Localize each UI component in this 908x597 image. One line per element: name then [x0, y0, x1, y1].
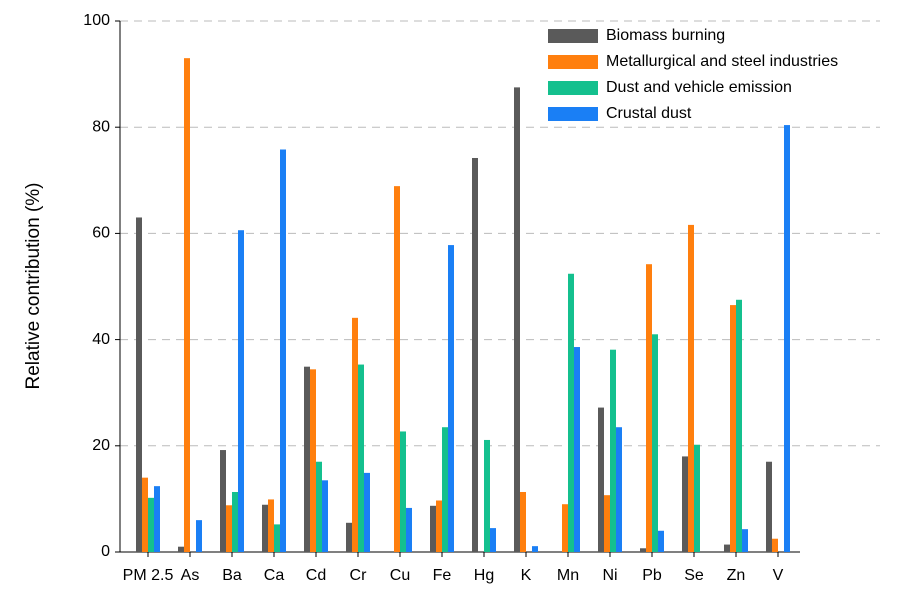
bar [394, 186, 400, 553]
legend-label: Crustal dust [606, 105, 692, 122]
bar [784, 125, 790, 553]
x-tick-label: Pb [642, 567, 662, 584]
bar [448, 245, 454, 552]
bar [532, 546, 538, 552]
bar [442, 427, 448, 552]
bar [604, 495, 610, 552]
bar [646, 264, 652, 552]
legend-label: Dust and vehicle emission [606, 79, 792, 96]
legend-label: Metallurgical and steel industries [606, 53, 838, 70]
bar [220, 450, 226, 552]
legend-label: Biomass burning [606, 27, 725, 44]
bar [472, 157, 478, 553]
bar [304, 366, 310, 552]
bar [730, 305, 736, 552]
bar [232, 491, 238, 552]
bar [640, 548, 646, 552]
x-tick-label: Ba [222, 567, 242, 584]
bar [322, 480, 328, 552]
bar [352, 317, 358, 552]
bar [598, 407, 604, 552]
bar [694, 444, 700, 552]
legend-swatch [548, 81, 598, 95]
y-tick-label: 20 [92, 437, 110, 454]
bar [268, 499, 274, 552]
x-tick-label: Mn [557, 567, 579, 584]
bar [490, 528, 496, 552]
bar [574, 347, 580, 552]
bar [238, 230, 244, 553]
x-tick-label: Cu [390, 567, 410, 584]
x-tick-label: PM 2.5 [123, 567, 174, 584]
x-tick-label: As [181, 567, 200, 584]
x-tick-label: Se [684, 567, 704, 584]
bar [178, 546, 184, 552]
bar [310, 369, 316, 552]
y-tick-label: 60 [92, 225, 110, 242]
legend-swatch [548, 107, 598, 121]
bar [652, 334, 658, 552]
bar [688, 224, 694, 553]
bar [184, 58, 190, 553]
x-tick-label: Fe [433, 567, 452, 584]
x-tick-label: Ni [602, 567, 617, 584]
bar [742, 529, 748, 552]
bar [406, 507, 412, 552]
bar [154, 486, 160, 552]
bar [766, 461, 772, 552]
bar [346, 522, 352, 552]
bar [430, 505, 436, 552]
bar [274, 524, 280, 552]
x-tick-label: Cr [350, 567, 368, 584]
y-tick-label: 100 [83, 12, 110, 29]
bar [520, 491, 526, 552]
x-tick-label: Ca [264, 567, 285, 584]
legend-swatch [548, 29, 598, 43]
bar [196, 520, 202, 552]
bar [436, 500, 442, 552]
bar [316, 461, 322, 552]
bar [148, 497, 154, 552]
bar [568, 273, 574, 552]
bar [610, 349, 616, 552]
bar [658, 530, 664, 552]
bar [484, 439, 490, 552]
bar [280, 149, 286, 552]
x-tick-label: Hg [474, 567, 494, 584]
bar [262, 504, 268, 552]
bar [724, 544, 730, 552]
y-tick-label: 40 [92, 331, 110, 348]
y-tick-label: 0 [101, 543, 110, 560]
x-tick-label: Cd [306, 567, 326, 584]
legend-swatch [548, 55, 598, 69]
bar [358, 364, 364, 552]
bar [616, 427, 622, 552]
y-tick-label: 80 [92, 118, 110, 135]
bar [682, 456, 688, 552]
bar [562, 504, 568, 552]
x-tick-label: V [773, 567, 784, 584]
bar [736, 299, 742, 552]
bar [772, 538, 778, 552]
bar [364, 472, 370, 552]
bar [226, 505, 232, 552]
bar [136, 217, 142, 552]
bar [514, 87, 520, 552]
bar [400, 431, 406, 552]
y-axis-label: Relative contribution (%) [23, 183, 44, 390]
bar [142, 477, 148, 552]
x-tick-label: K [521, 567, 532, 584]
x-tick-label: Zn [727, 567, 746, 584]
